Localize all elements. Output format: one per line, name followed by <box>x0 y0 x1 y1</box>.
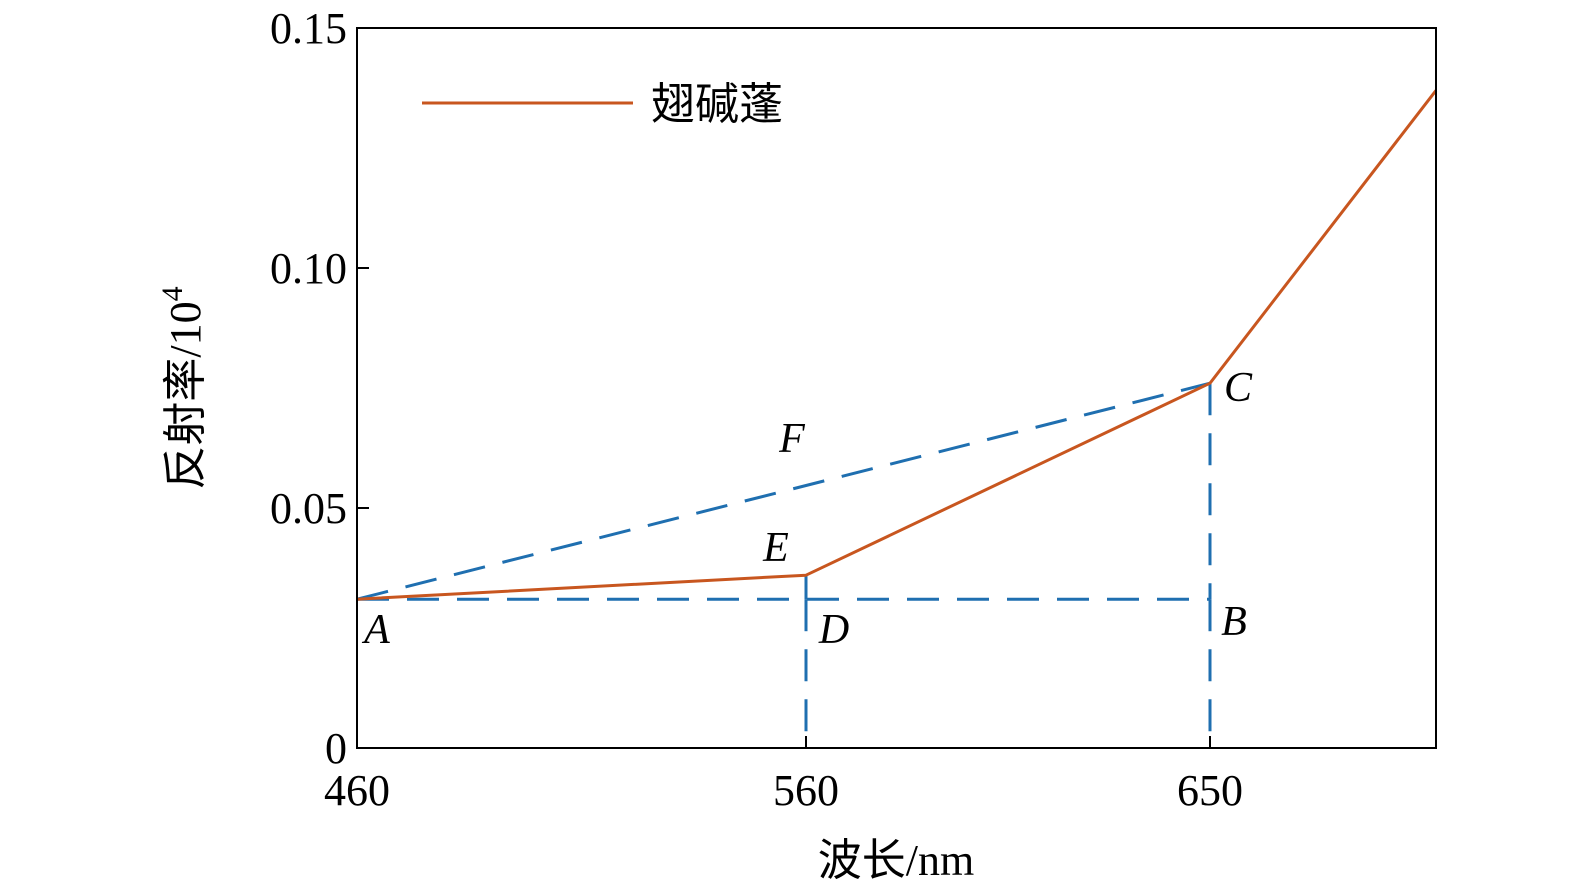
legend: 翅碱蓬 <box>422 80 783 129</box>
point-label-c: C <box>1224 365 1253 411</box>
plot-frame <box>356 27 1437 749</box>
series-line <box>356 89 1438 601</box>
point-label-e: E <box>762 525 789 571</box>
y-tick-label: 0 <box>325 724 347 773</box>
x-tick-label: 560 <box>773 766 839 815</box>
point-label-b: B <box>1221 599 1247 645</box>
y-tick-label: 0.10 <box>270 244 347 293</box>
series-layer <box>356 89 1438 601</box>
point-label-d: D <box>818 607 849 653</box>
x-tick-label: 460 <box>324 766 390 815</box>
legend-label: 翅碱蓬 <box>651 80 783 129</box>
point-labels: A B C DE F <box>361 365 1253 653</box>
y-axis-title-main: 反射率/10 <box>161 301 210 489</box>
reference-lines <box>356 381 1212 748</box>
y-axis-title: 反射率/104 <box>156 286 210 489</box>
y-tick-label: 0.15 <box>270 4 347 53</box>
y-axis-title-superscript: 4 <box>156 286 189 301</box>
x-axis-title: 波长/nm <box>818 836 974 885</box>
point-label-a: A <box>361 607 390 653</box>
point-label-f: F <box>778 416 805 462</box>
y-tick-label: 0.05 <box>270 484 347 533</box>
ticks: 460 560 650 0 0.05 0.10 0.15 <box>270 4 1243 815</box>
x-tick-label: 650 <box>1177 766 1243 815</box>
